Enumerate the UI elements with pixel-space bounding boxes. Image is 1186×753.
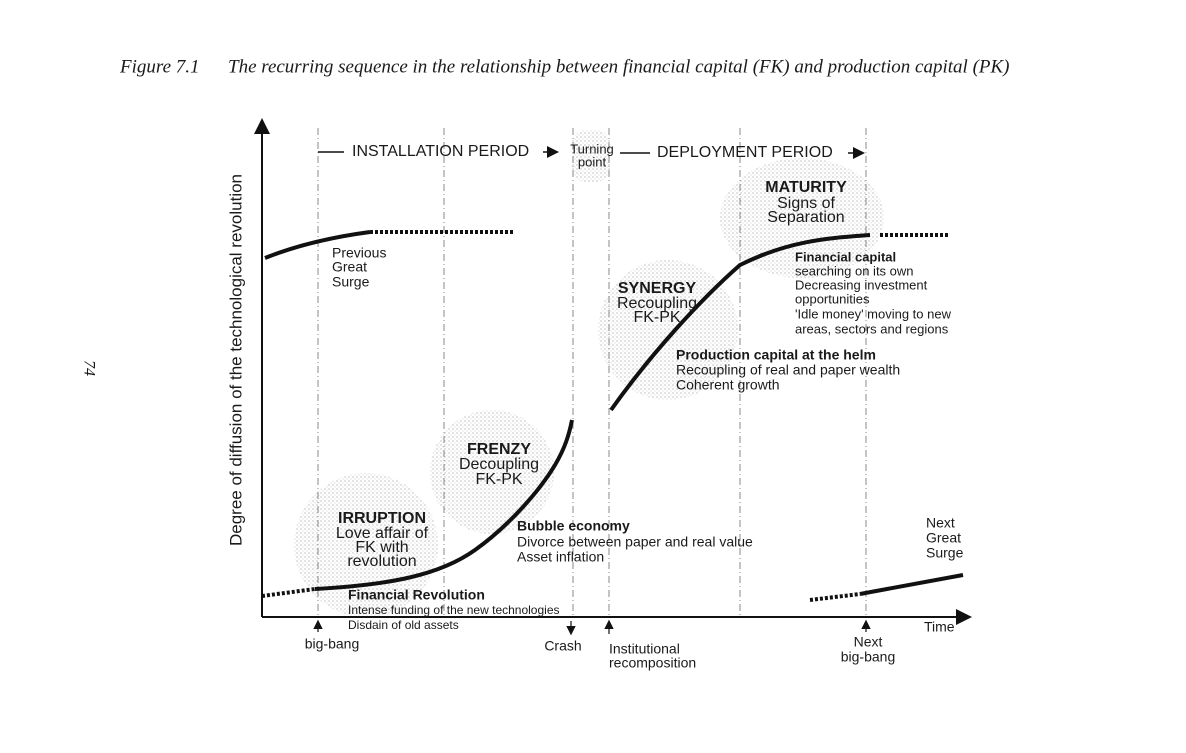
event-label: big-bang <box>841 649 896 665</box>
figure-label: Figure 7.1 <box>119 56 200 77</box>
phase-text: FK with <box>355 539 408 556</box>
phase-name: SYNERGY <box>618 280 697 297</box>
note-text: 'Idle money' moving to new <box>795 306 952 321</box>
phase-text: FK-PK <box>633 309 680 326</box>
phase-text: Decoupling <box>459 456 539 473</box>
note-text: Disdain of old assets <box>348 618 459 632</box>
note-heading: Production capital at the helm <box>676 347 876 363</box>
previous-surge: Previous <box>332 245 386 261</box>
phase-text: FK-PK <box>475 471 522 488</box>
turning-point: point <box>578 154 607 169</box>
phase-text: Signs of <box>777 195 835 212</box>
previous-surge: Great <box>332 259 367 275</box>
note-heading: Bubble economy <box>517 518 630 534</box>
event-label: recomposition <box>609 655 696 671</box>
phase-name: IRRUPTION <box>338 510 426 527</box>
note-heading: Financial capital <box>795 249 896 264</box>
note-text: Intense funding of the new technologies <box>348 603 560 617</box>
y-axis-label: Degree of diffusion of the technological… <box>226 174 245 546</box>
phase-name: FRENZY <box>467 441 531 458</box>
event-label: big-bang <box>305 636 360 652</box>
surge-curves <box>261 230 964 602</box>
phase-regions <box>294 130 884 617</box>
note-heading: Financial Revolution <box>348 587 485 603</box>
page-number: 74 <box>80 360 97 376</box>
note-text: areas, sectors and regions <box>795 321 949 336</box>
note-text: Decreasing investment <box>795 277 928 292</box>
period-dividers <box>317 128 867 617</box>
event-label: Next <box>854 634 883 650</box>
installation-period: INSTALLATION PERIOD <box>352 143 529 160</box>
x-axis-label: Time <box>924 619 955 635</box>
next-surge: Great <box>926 530 961 546</box>
note-text: searching on its own <box>795 263 914 278</box>
phase-text: Recoupling <box>617 295 697 312</box>
turning-point: Turning <box>570 141 614 156</box>
note-text: opportunities <box>795 291 870 306</box>
event-label: Crash <box>544 638 581 654</box>
deployment-period: DEPLOYMENT PERIOD <box>657 144 833 161</box>
phase-text: Love affair of <box>336 525 429 542</box>
phase-text: Separation <box>767 209 844 226</box>
note-text: Coherent growth <box>676 377 780 393</box>
figure-title: The recurring sequence in the relationsh… <box>228 56 1010 77</box>
next-surge: Surge <box>926 545 964 561</box>
note-text: Recoupling of real and paper wealth <box>676 362 900 378</box>
phase-name: MATURITY <box>765 179 847 196</box>
event-label: Institutional <box>609 641 680 657</box>
note-text: Asset inflation <box>517 549 604 565</box>
phase-text: revolution <box>347 553 416 570</box>
next-surge: Next <box>926 515 955 531</box>
previous-surge: Surge <box>332 274 370 290</box>
note-text: Divorce between paper and real value <box>517 534 753 550</box>
